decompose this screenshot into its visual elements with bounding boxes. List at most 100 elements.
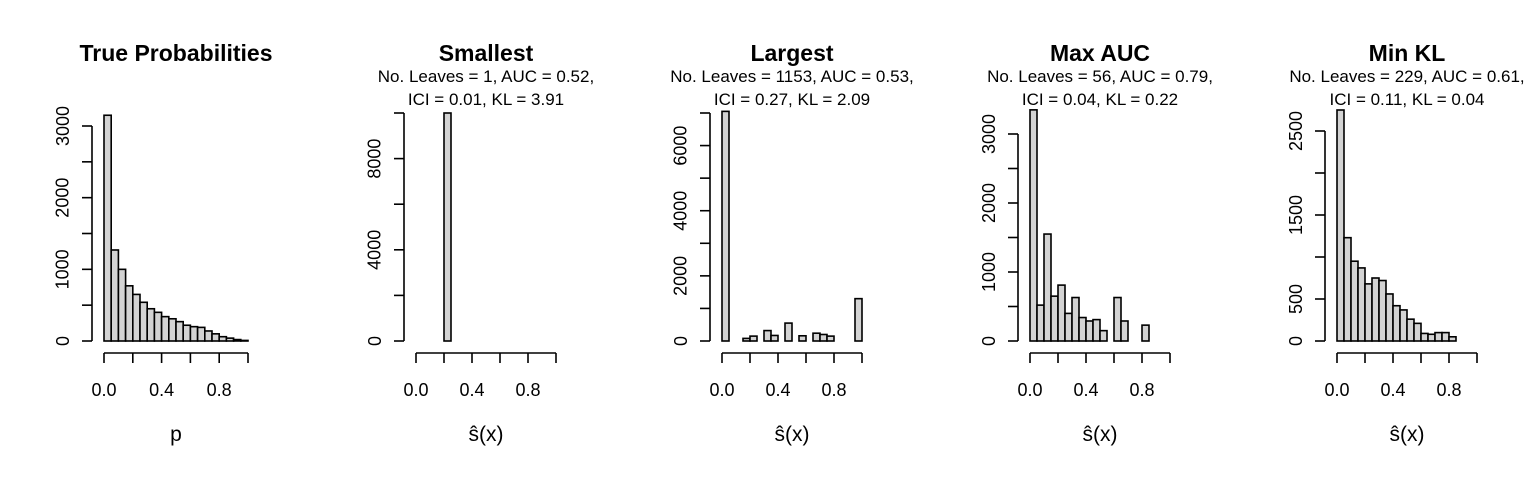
- histogram-bar: [770, 334, 779, 342]
- histogram-bar: [225, 337, 235, 342]
- x-tick-label: 0.0: [403, 380, 428, 400]
- y-tick-label: 0: [671, 336, 691, 346]
- histogram-bar: [175, 320, 184, 342]
- y-tick-label: 8000: [365, 139, 385, 179]
- histogram-bar: [1427, 333, 1436, 342]
- y-tick-label: 2000: [53, 178, 73, 218]
- histogram-bar: [1378, 279, 1387, 342]
- x-axis-title: ŝ(x): [1390, 423, 1425, 446]
- x-tick-label: 0.4: [149, 380, 174, 400]
- panel-subtitle: ICI = 0.11, KL = 0.04: [1330, 90, 1485, 109]
- histogram-bar: [819, 333, 828, 342]
- x-axis-title: ŝ(x): [775, 423, 810, 446]
- panel-title: Max AUC: [1050, 40, 1150, 66]
- histogram-bar: [721, 110, 730, 342]
- panel-subtitle: ICI = 0.04, KL = 0.22: [1022, 90, 1178, 109]
- histogram-bar: [1343, 236, 1352, 342]
- histogram-bar: [182, 324, 192, 342]
- panel-title: Min KL: [1369, 40, 1446, 66]
- histogram-bar: [1392, 304, 1401, 342]
- x-axis-title: ŝ(x): [1083, 423, 1118, 446]
- panel-title: Smallest: [439, 40, 534, 66]
- histogram-bar: [742, 337, 751, 342]
- histogram-bar: [443, 112, 452, 342]
- histogram-bar: [1050, 295, 1059, 342]
- y-tick-label: 6000: [671, 126, 691, 166]
- panels: True Probabilities 0.0 0.4 0.8 p 0 1000 2000 300…: [53, 40, 1525, 446]
- histogram-bar: [826, 335, 835, 342]
- x-tick-label: 0.0: [1017, 380, 1042, 400]
- panel-title: True Probabilities: [80, 40, 273, 66]
- y-tick-label: 2500: [1286, 111, 1306, 151]
- histogram-bar: [1141, 324, 1150, 342]
- histogram-bar: [1364, 283, 1373, 342]
- histogram-bar: [110, 249, 120, 342]
- x-tick-label: 0.4: [1073, 380, 1098, 400]
- y-tick-label: 0: [365, 336, 385, 346]
- histogram-bar: [103, 114, 112, 342]
- histogram-bar: [854, 297, 863, 342]
- histogram-bar: [1120, 320, 1129, 342]
- y-tick-label: 0: [1286, 336, 1306, 346]
- x-tick-label: 0.4: [765, 380, 790, 400]
- histogram-bar: [1078, 316, 1087, 342]
- histogram-bar: [211, 333, 220, 342]
- histogram-bar: [763, 329, 772, 342]
- x-tick-label: 0.0: [91, 380, 116, 400]
- y-tick-label: 1000: [979, 252, 999, 292]
- histogram-bar: [196, 326, 206, 342]
- histogram-bar: [132, 293, 141, 342]
- panel-subtitle: No. Leaves = 1153, AUC = 0.53,: [670, 67, 914, 86]
- histogram-bar: [240, 339, 249, 342]
- histogram-bar: [1420, 332, 1429, 342]
- histogram-bar: [1057, 284, 1066, 342]
- x-tick-label: 0.4: [459, 380, 484, 400]
- histogram-bar: [749, 335, 758, 342]
- y-tick-label: 1500: [1286, 195, 1306, 235]
- y-tick-label: 500: [1286, 284, 1306, 314]
- y-tick-label: 2000: [671, 256, 691, 296]
- panel-subtitle: No. Leaves = 56, AUC = 0.79,: [987, 67, 1213, 86]
- histogram-bar: [189, 325, 199, 342]
- chart-panel: True Probabilities 0.0 0.4 0.8 p 0 1000 2000 300…: [53, 40, 273, 446]
- histogram-bar: [1336, 109, 1345, 342]
- x-tick-label: 0.8: [1436, 380, 1461, 400]
- histogram-bar: [1350, 260, 1359, 342]
- histogram-bar: [1064, 312, 1073, 342]
- x-tick-label: 0.8: [821, 380, 846, 400]
- y-tick-label: 0: [979, 336, 999, 346]
- x-tick-label: 0.8: [207, 380, 232, 400]
- histogram-bar: [232, 338, 242, 342]
- histogram-bar: [1099, 329, 1108, 342]
- x-tick-label: 0.4: [1380, 380, 1405, 400]
- histogram-bar: [1434, 331, 1443, 342]
- histogram-bar: [1085, 320, 1094, 342]
- histogram-bar: [1385, 293, 1394, 342]
- histogram-bar: [798, 334, 807, 342]
- histogram-bar: [1036, 304, 1045, 342]
- y-tick-label: 3000: [979, 114, 999, 154]
- y-tick-label: 4000: [365, 230, 385, 270]
- y-tick-label: 3000: [53, 106, 73, 146]
- histogram-bar: [812, 332, 821, 342]
- histogram-bar: [1092, 318, 1101, 342]
- x-axis-title: ŝ(x): [469, 423, 504, 446]
- histogram-bar: [139, 301, 148, 342]
- histogram-bar: [1357, 267, 1366, 342]
- x-tick-label: 0.0: [709, 380, 734, 400]
- histogram-bar: [1043, 233, 1052, 342]
- x-tick-label: 0.0: [1324, 380, 1349, 400]
- x-tick-label: 0.8: [1129, 380, 1154, 400]
- histogram-bar: [1441, 331, 1450, 342]
- histogram-bar: [146, 307, 156, 342]
- histogram-bar: [168, 317, 177, 342]
- histogram-bar: [218, 335, 228, 342]
- y-tick-label: 1000: [53, 249, 73, 289]
- y-tick-label: 4000: [671, 191, 691, 231]
- histogram-bar: [1113, 296, 1122, 342]
